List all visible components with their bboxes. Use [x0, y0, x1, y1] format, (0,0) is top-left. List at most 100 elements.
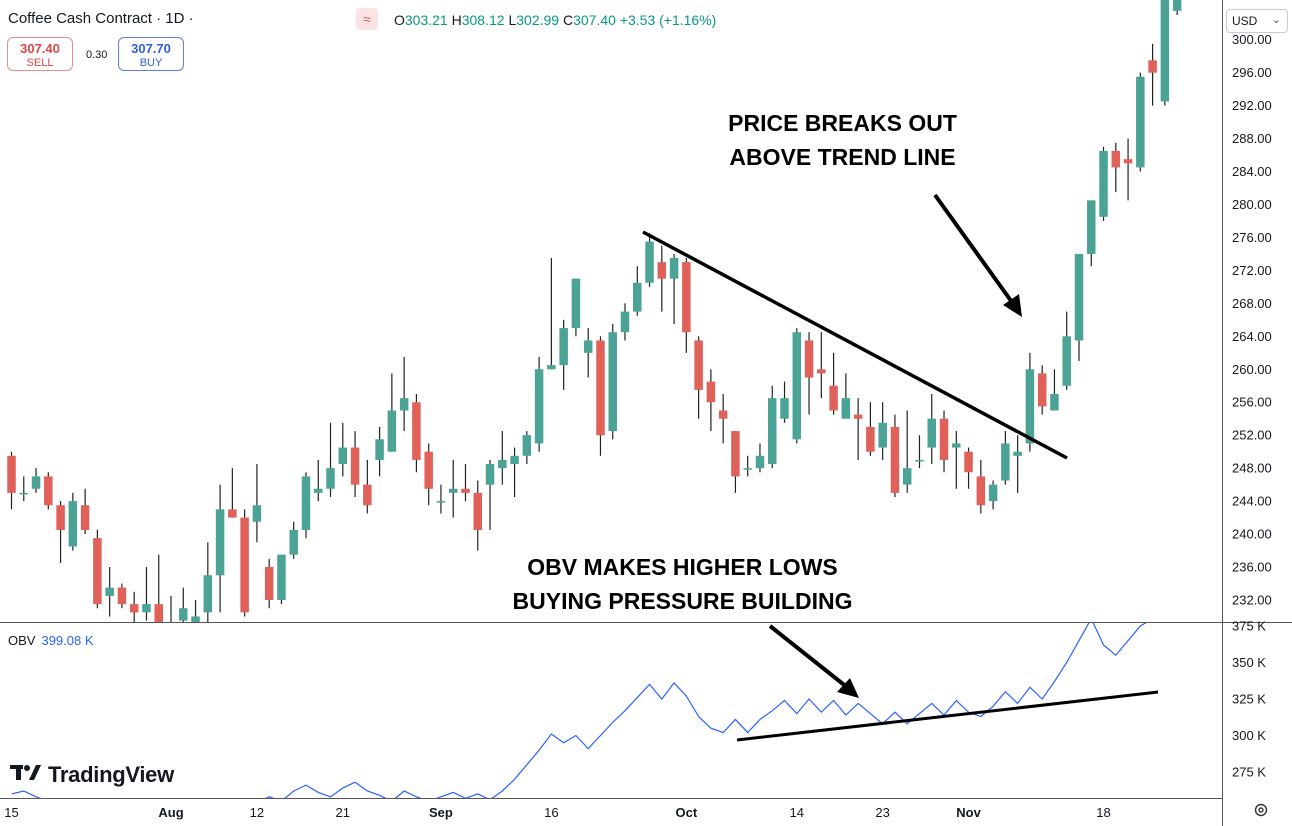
- candle-body: [1123, 159, 1133, 164]
- breakout-arrow-head: [1003, 294, 1022, 317]
- candle-body: [44, 476, 53, 506]
- wave-icon[interactable]: ≈: [356, 8, 378, 30]
- candle-body: [19, 492, 29, 495]
- candle-body: [1172, 0, 1182, 11]
- candle-body: [645, 241, 654, 283]
- open-label: O: [394, 12, 405, 28]
- candle-body: [473, 492, 483, 530]
- price-tick-label: 248.00: [1232, 461, 1272, 476]
- breakout-line2: ABOVE TREND LINE: [729, 144, 956, 170]
- candle-body: [436, 501, 446, 503]
- candle-body: [633, 282, 642, 312]
- candle-body: [215, 509, 225, 576]
- obv-annotation: OBV MAKES HIGHER LOWS BUYING PRESSURE BU…: [480, 550, 885, 618]
- candle-body: [976, 476, 986, 506]
- price-tick-label: 232.00: [1232, 593, 1272, 608]
- candle-body: [56, 505, 65, 530]
- time-tick-label: 18: [1096, 805, 1110, 820]
- time-tick-label: 12: [250, 805, 264, 820]
- candle-body: [767, 398, 777, 465]
- obv-legend[interactable]: OBV 399.08 K: [8, 633, 94, 648]
- candle-body: [93, 538, 102, 605]
- candle-body: [878, 422, 887, 448]
- candle-body: [461, 488, 470, 493]
- buy-label: BUY: [139, 57, 163, 69]
- candle-body: [657, 262, 667, 279]
- obv-value: 399.08 K: [41, 633, 94, 648]
- price-tick-label: 244.00: [1232, 494, 1272, 509]
- tradingview-logo-icon: [10, 762, 42, 788]
- close-label: C: [562, 12, 574, 28]
- obv-annotation-line2: BUYING PRESSURE BUILDING: [512, 588, 853, 614]
- obv-label: OBV: [8, 633, 36, 648]
- price-tick-label: 260.00: [1232, 362, 1272, 377]
- candle-body: [743, 468, 752, 470]
- price-tick-label: 296.00: [1232, 65, 1272, 80]
- candle-body: [1148, 60, 1157, 73]
- candle-body: [277, 554, 286, 600]
- candle-body: [1087, 200, 1096, 254]
- price-tick-label: 268.00: [1232, 296, 1272, 311]
- candle-body: [68, 501, 78, 547]
- settings-gear-icon[interactable]: [1253, 802, 1269, 823]
- candle-body: [350, 447, 360, 485]
- candle-body: [841, 398, 851, 419]
- obv-trend-line: [736, 690, 1159, 742]
- candle-body: [1037, 373, 1047, 407]
- candle-body: [142, 604, 151, 613]
- candle-body: [301, 476, 311, 530]
- sell-button[interactable]: 307.40 SELL: [7, 37, 73, 71]
- candle-body: [240, 517, 249, 613]
- candle-body: [1050, 394, 1059, 411]
- candle-body: [706, 381, 716, 403]
- candle-body: [755, 455, 765, 469]
- candle-body: [1074, 253, 1084, 341]
- candle-body: [534, 369, 544, 444]
- candle-body: [890, 426, 900, 493]
- candle-body: [1062, 336, 1071, 386]
- price-tick-label: 240.00: [1232, 527, 1272, 542]
- price-trend-line: [642, 230, 1068, 460]
- candle-body: [571, 278, 581, 329]
- obv-series-line: [11, 623, 1147, 798]
- candle-body: [7, 455, 16, 493]
- candle-body: [485, 464, 495, 485]
- candle-body: [620, 311, 630, 333]
- candle-body: [804, 340, 814, 378]
- candle-body: [669, 258, 679, 279]
- low-value: 302.99: [516, 12, 560, 28]
- candle-body: [203, 575, 213, 613]
- open-value: 303.21: [404, 12, 448, 28]
- time-tick-label: Aug: [158, 805, 183, 820]
- obv-arrow-head: [837, 678, 859, 698]
- candle-body: [31, 476, 41, 489]
- price-tick-label: 236.00: [1232, 560, 1272, 575]
- candle-body: [264, 567, 274, 600]
- time-tick-label: 23: [875, 805, 889, 820]
- buy-button[interactable]: 307.70 BUY: [118, 37, 184, 71]
- high-label: H: [451, 12, 462, 28]
- candle-body: [682, 262, 691, 333]
- candle-body: [866, 426, 875, 452]
- sell-label: SELL: [26, 57, 54, 69]
- time-tick-label: 15: [4, 805, 18, 820]
- ohlc-readout: O303.21 H308.12 L302.99 C307.40 +3.53 (+…: [394, 12, 716, 28]
- candle-body: [399, 398, 409, 411]
- price-tick-label: 300.00: [1232, 32, 1272, 47]
- tradingview-logo[interactable]: TradingView: [10, 762, 174, 788]
- candle-body: [424, 451, 433, 489]
- candle-body: [731, 431, 740, 477]
- currency-select[interactable]: USD ⌄: [1226, 9, 1288, 33]
- price-tick-label: 284.00: [1232, 164, 1272, 179]
- candle-body: [228, 509, 237, 518]
- candle-body: [412, 402, 421, 460]
- symbol-title[interactable]: Coffee Cash Contract · 1D ·: [8, 10, 194, 27]
- candle-body: [375, 439, 384, 460]
- price-tick-label: 272.00: [1232, 263, 1272, 278]
- candle-body: [498, 459, 507, 469]
- candle-body: [448, 488, 458, 493]
- breakout-annotation: PRICE BREAKS OUT ABOVE TREND LINE: [700, 106, 985, 174]
- candle-body: [522, 435, 532, 456]
- candle-body: [952, 443, 961, 448]
